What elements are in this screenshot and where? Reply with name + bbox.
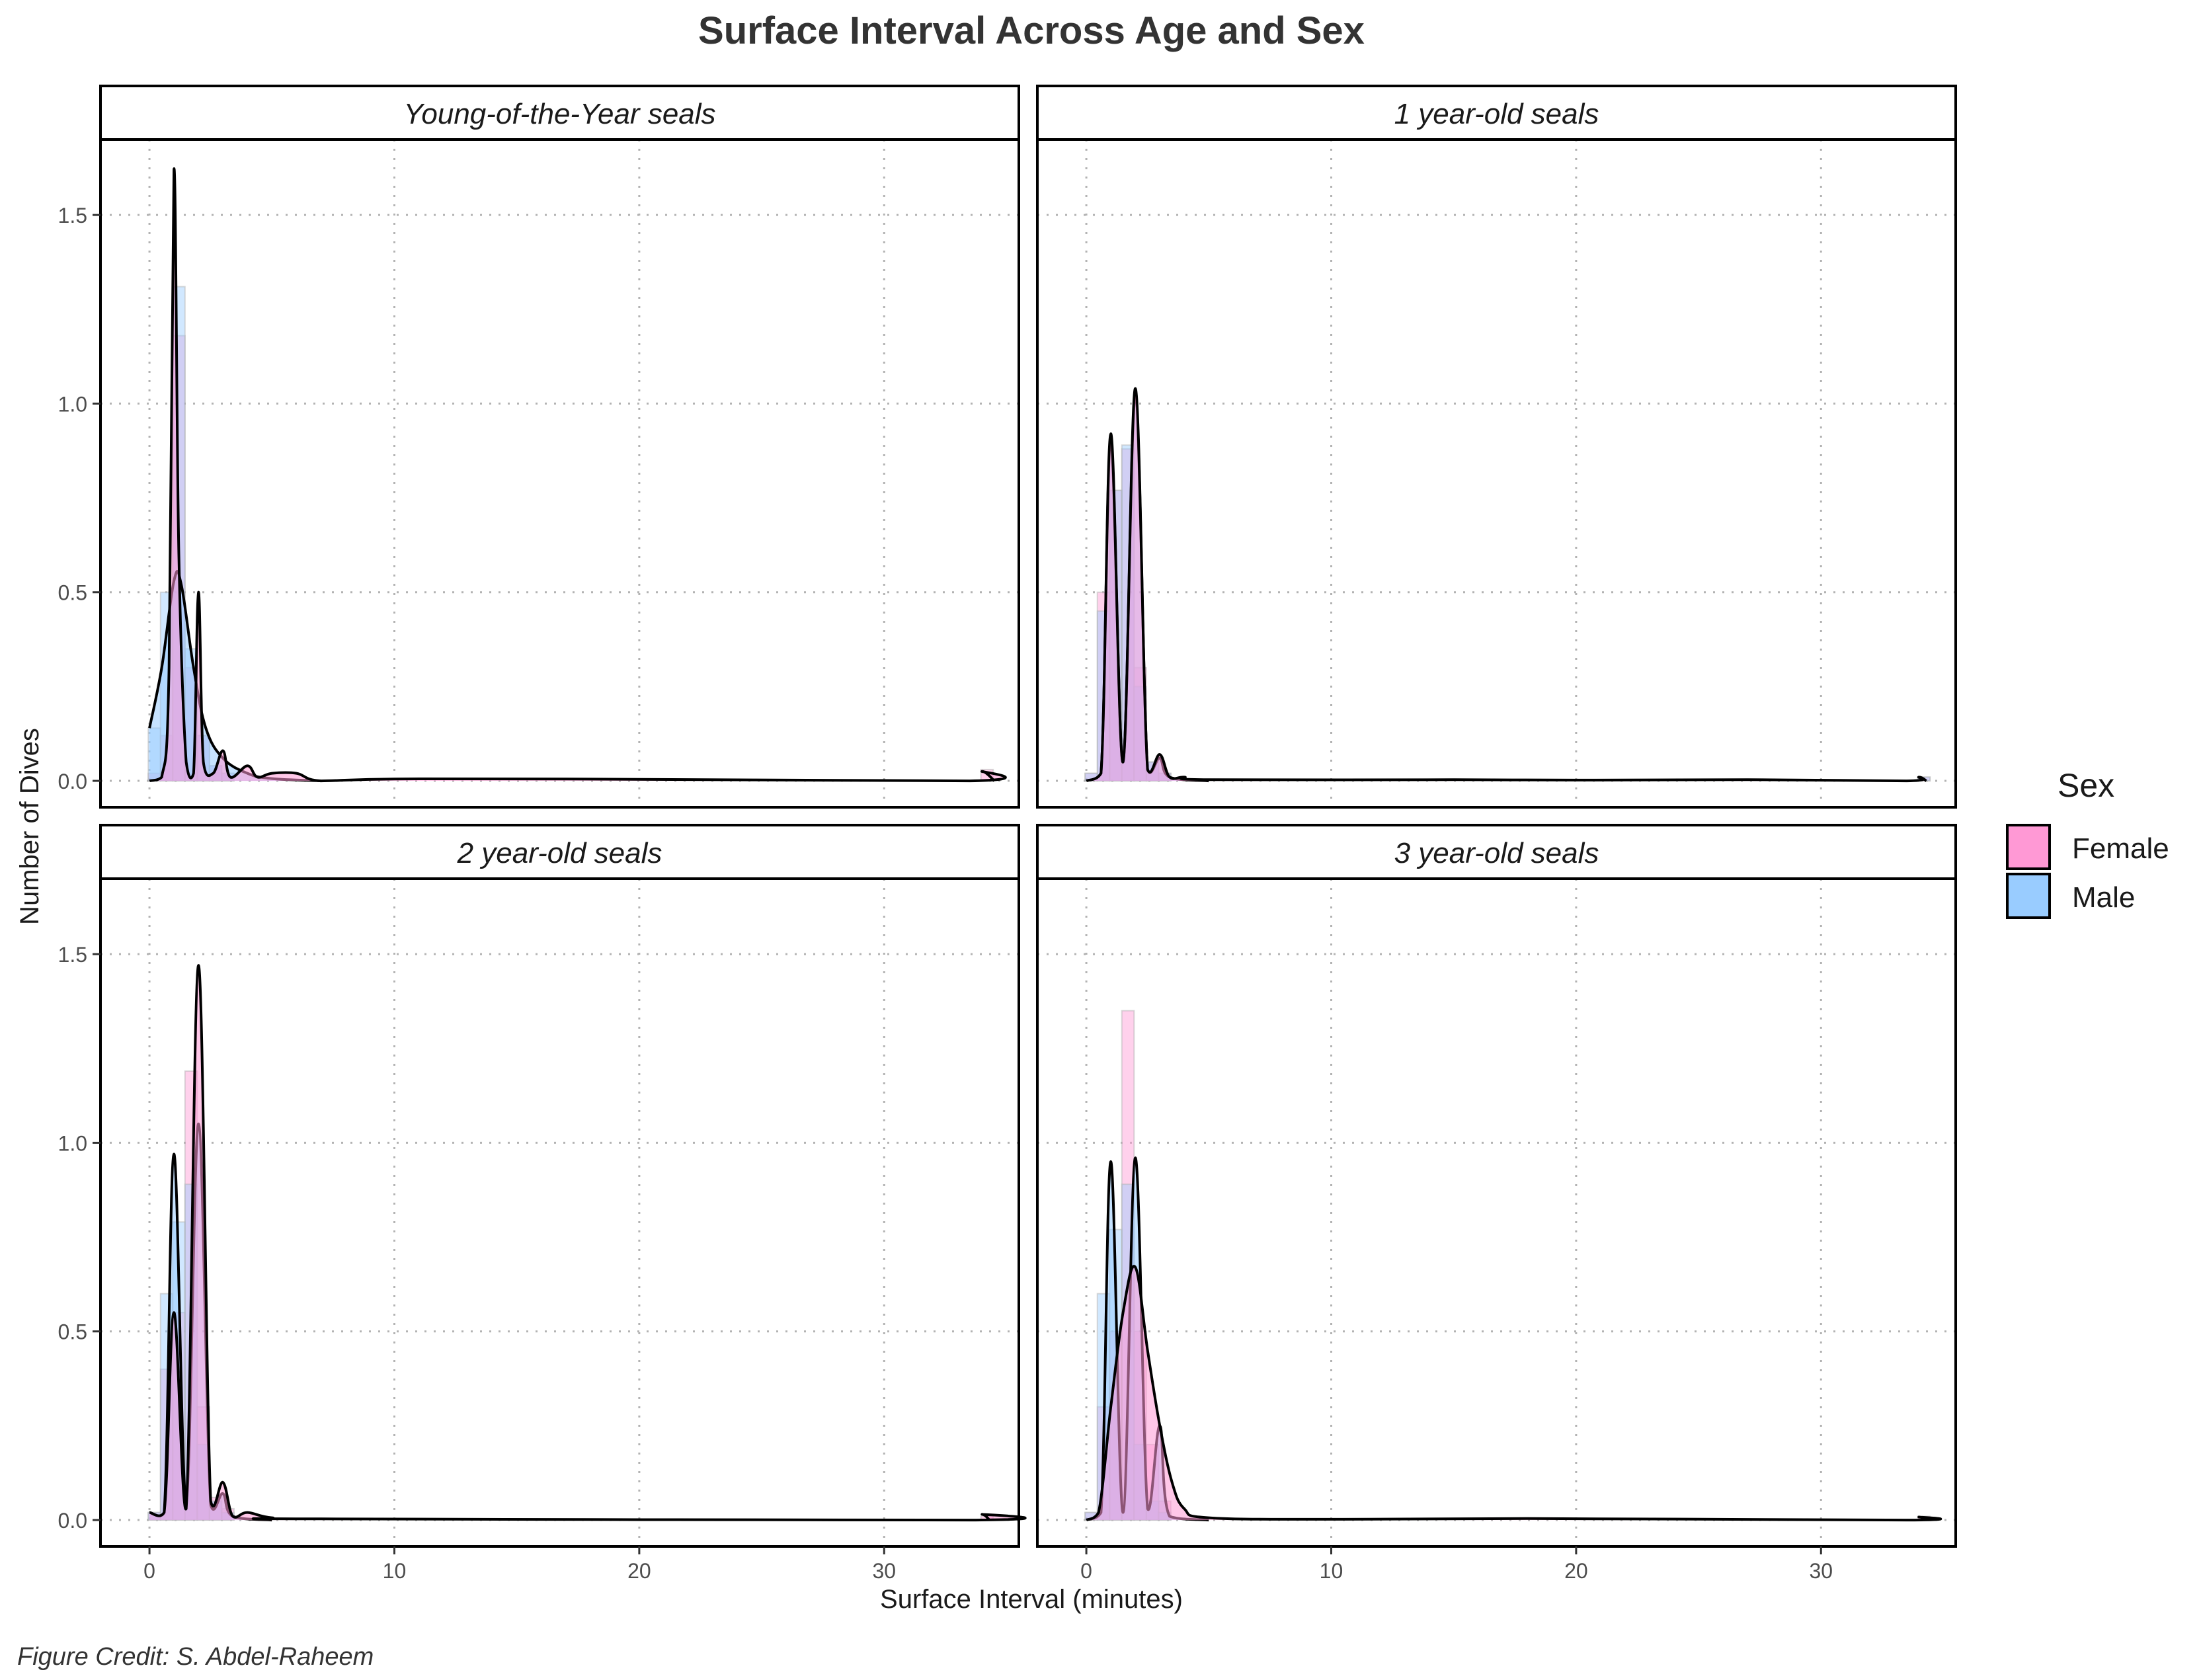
panel-strip [1036, 824, 1957, 880]
panel-2: 1 year-old seals [1036, 85, 1957, 809]
density-area-female [149, 965, 1025, 1521]
panel-4: 3 year-old seals 0 10 20 30 [1036, 824, 1957, 1583]
y-tick-label: 1.5 [58, 943, 87, 967]
density-line-female [1086, 387, 1927, 783]
panel-strip-label: 2 year-old seals [457, 837, 662, 869]
density-area-female [1086, 388, 1927, 781]
legend-key-male [2006, 873, 2051, 919]
x-tick-label: 20 [627, 1559, 651, 1583]
panels-layer: Young-of-the-Year seals 0.0 0.5 1.0 1.5 1 yea… [58, 85, 1957, 1583]
y-tick-label: 0.5 [58, 581, 87, 605]
panel-1: Young-of-the-Year seals 0.0 0.5 1.0 1.5 [58, 85, 1020, 809]
panel-border [1036, 138, 1957, 809]
y-axis-title: Number of Dives [15, 728, 44, 925]
density-line-female [149, 167, 1007, 783]
x-axis-title: Surface Interval (minutes) [880, 1585, 1183, 1614]
panel-border [1036, 877, 1957, 1548]
density-area-male [149, 571, 321, 781]
x-tick-label: 10 [383, 1559, 407, 1583]
x-tick-label: 0 [1080, 1559, 1092, 1583]
density-line-female [149, 964, 1027, 1522]
panel-3: 2 year-old seals 0.0 0.5 1.0 1.5 0 10 20 30 [58, 824, 1027, 1583]
density-line-female [1086, 1265, 1942, 1522]
panel-strip-label: 3 year-old seals [1394, 837, 1599, 869]
chart-title: Surface Interval Across Age and Sex [698, 9, 1365, 52]
legend-title: Sex [2058, 767, 2114, 804]
y-tick-label: 1.0 [58, 392, 87, 416]
panel-strip-label: Young-of-the-Year seals [403, 98, 715, 130]
x-tick-label: 20 [1564, 1559, 1588, 1583]
panel-strip-label: 1 year-old seals [1394, 98, 1599, 130]
legend-label-female: Female [2072, 832, 2169, 865]
panel-strip [1036, 85, 1957, 141]
legend: Sex Female Male [2006, 767, 2169, 919]
y-tick-label: 0.0 [58, 770, 87, 793]
legend-label-male: Male [2072, 881, 2135, 914]
y-tick-label: 0.5 [58, 1320, 87, 1344]
density-area-female [1086, 1266, 1941, 1521]
x-tick-label: 30 [872, 1559, 896, 1583]
y-tick-label: 1.0 [58, 1131, 87, 1155]
y-tick-label: 1.5 [58, 204, 87, 227]
panel-border [99, 138, 1020, 809]
panel-border [99, 877, 1020, 1548]
panel-strip [99, 85, 1020, 141]
density-area-female [149, 169, 1006, 781]
y-tick-label: 0.0 [58, 1509, 87, 1533]
figure-caption: Figure Credit: S. Abdel-Raheem [17, 1643, 374, 1671]
x-tick-label: 0 [143, 1559, 155, 1583]
x-tick-label: 30 [1809, 1559, 1833, 1583]
x-tick-label: 10 [1320, 1559, 1343, 1583]
legend-key-female [2006, 824, 2051, 870]
